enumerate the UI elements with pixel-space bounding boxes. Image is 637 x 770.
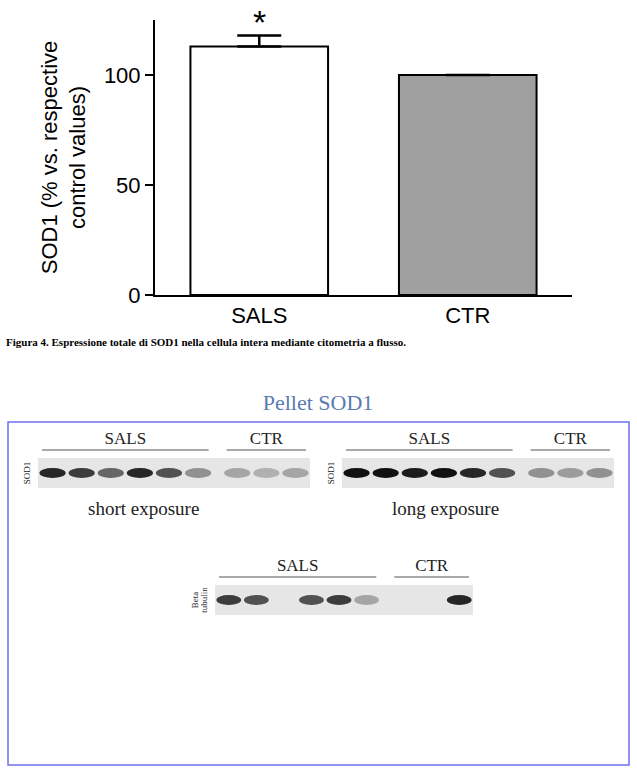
svg-text:tubulin: tubulin [199,587,209,613]
svg-text:SALS: SALS [231,303,287,328]
svg-text:Beta: Beta [190,591,200,609]
html-text:Figura 4. Espressione totale d: Figura 4. Espressione totale di SOD1 nel… [6,336,406,348]
svg-text:Pellet SOD1: Pellet SOD1 [263,390,374,415]
svg-text:SALS: SALS [105,429,147,448]
svg-text:SALS: SALS [277,556,319,575]
svg-text:CTR: CTR [415,556,449,575]
svg-text:SALS: SALS [409,429,451,448]
svg-text:SOD1: SOD1 [326,462,336,485]
svg-text:long exposure: long exposure [392,498,499,519]
svg-text:SOD1: SOD1 [22,462,32,485]
svg-text:50: 50 [116,173,140,198]
svg-text:CTR: CTR [445,303,490,328]
svg-text:CTR: CTR [554,429,588,448]
svg-text:SOD1 (% vs. respectivecontrol: SOD1 (% vs. respectivecontrol values) [37,41,91,275]
svg-text:0: 0 [128,283,140,308]
svg-text:short exposure: short exposure [88,498,199,519]
svg-text:100: 100 [104,63,141,88]
svg-text:*: * [253,3,266,41]
svg-text:CTR: CTR [250,429,284,448]
